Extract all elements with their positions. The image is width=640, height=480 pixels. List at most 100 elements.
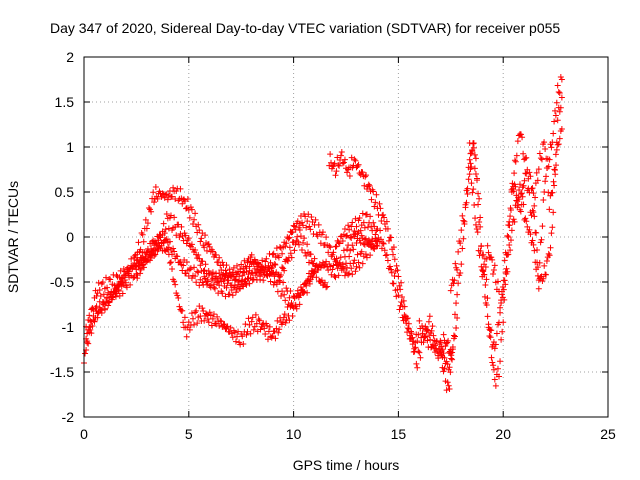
data-point	[191, 264, 198, 271]
data-point	[461, 218, 468, 225]
data-point	[188, 241, 195, 248]
data-point	[376, 200, 383, 207]
data-point	[293, 305, 300, 312]
data-point	[332, 274, 339, 281]
y-tick-label: 1.5	[55, 94, 75, 110]
data-point	[187, 265, 194, 272]
data-point	[244, 328, 251, 335]
data-point	[301, 289, 308, 296]
data-point	[223, 284, 230, 291]
data-point	[88, 330, 95, 337]
data-point	[458, 261, 465, 268]
data-point	[292, 226, 299, 233]
data-point	[477, 248, 484, 255]
data-point	[484, 313, 491, 320]
data-point	[477, 223, 484, 230]
data-point	[291, 247, 298, 254]
y-tick-label: 2	[66, 49, 74, 65]
data-point	[314, 233, 321, 240]
data-point	[237, 341, 244, 348]
data-point	[556, 89, 563, 96]
data-point	[229, 271, 236, 278]
data-point	[460, 217, 467, 224]
data-point	[367, 252, 374, 259]
data-point	[171, 248, 178, 255]
data-point	[303, 252, 310, 259]
data-point	[443, 387, 450, 394]
data-point	[304, 289, 311, 296]
data-point	[137, 266, 144, 273]
data-point	[191, 216, 198, 223]
data-point	[331, 273, 338, 280]
data-point	[380, 211, 387, 218]
data-point	[199, 258, 206, 265]
data-point	[345, 222, 352, 229]
data-point	[134, 272, 141, 279]
data-point	[552, 107, 559, 114]
data-point	[475, 201, 482, 208]
data-point	[319, 229, 326, 236]
data-point	[536, 150, 543, 157]
data-point	[264, 336, 271, 343]
data-point	[454, 266, 461, 273]
data-point	[408, 330, 415, 337]
data-point	[213, 251, 220, 258]
data-point	[538, 156, 545, 163]
data-point	[356, 237, 363, 244]
data-point	[262, 258, 269, 265]
data-point	[232, 289, 239, 296]
data-point	[482, 263, 489, 270]
series-track-8	[447, 74, 565, 352]
data-point	[388, 269, 395, 276]
data-point	[327, 151, 334, 158]
data-point	[262, 330, 269, 337]
data-point	[333, 168, 340, 175]
data-point	[524, 223, 531, 230]
data-point	[165, 225, 172, 232]
data-point	[295, 238, 302, 245]
data-point	[173, 232, 180, 239]
data-point	[358, 248, 365, 255]
data-point	[468, 150, 475, 157]
data-point	[164, 196, 171, 203]
data-point	[361, 224, 368, 231]
data-point	[356, 264, 363, 271]
data-point	[483, 302, 490, 309]
data-point	[338, 148, 345, 155]
data-point	[362, 173, 369, 180]
data-point	[264, 322, 271, 329]
data-point	[419, 325, 426, 332]
data-point	[345, 271, 352, 278]
data-point	[256, 317, 263, 324]
data-point	[425, 318, 432, 325]
data-point	[152, 184, 159, 191]
series-track-6	[332, 210, 454, 362]
data-point	[246, 321, 253, 328]
data-point	[203, 281, 210, 288]
data-point	[280, 279, 287, 286]
data-point	[522, 155, 529, 162]
data-point	[357, 227, 364, 234]
data-point	[479, 273, 486, 280]
data-point	[183, 270, 190, 277]
data-point	[347, 247, 354, 254]
data-point	[505, 251, 512, 258]
data-point	[498, 299, 505, 306]
data-point	[180, 262, 187, 269]
data-point	[441, 365, 448, 372]
data-point	[518, 190, 525, 197]
data-point	[516, 187, 523, 194]
data-point	[161, 194, 168, 201]
data-point	[278, 272, 285, 279]
data-point	[311, 269, 318, 276]
data-point	[344, 264, 351, 271]
data-point	[219, 259, 226, 266]
data-point	[348, 223, 355, 230]
data-point	[341, 272, 348, 279]
data-point	[430, 332, 437, 339]
data-point	[318, 277, 325, 284]
data-point	[220, 321, 227, 328]
data-point	[473, 225, 480, 232]
data-point	[129, 265, 136, 272]
data-point	[448, 355, 455, 362]
